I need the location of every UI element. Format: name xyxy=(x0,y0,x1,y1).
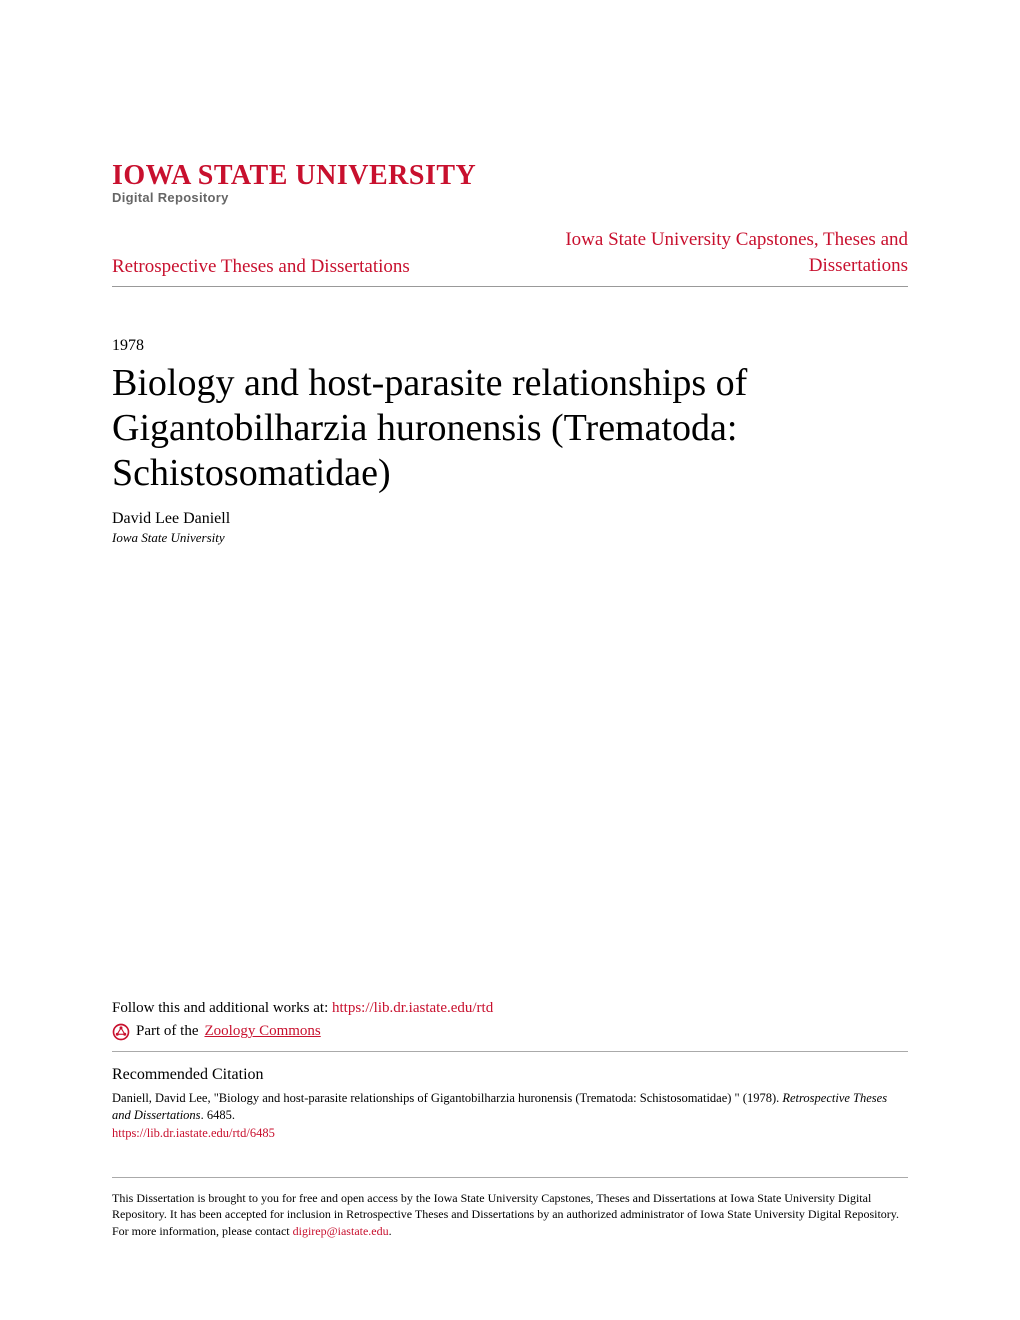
logo-sub-text: Digital Repository xyxy=(112,190,908,205)
institution-logo: IOWA STATE UNIVERSITY Digital Repository xyxy=(112,160,908,205)
partof-link[interactable]: Zoology Commons xyxy=(204,1023,320,1040)
recommended-heading: Recommended Citation xyxy=(112,1066,908,1084)
partof-prefix: Part of the xyxy=(136,1023,198,1040)
divider-top xyxy=(112,1051,908,1052)
publication-year: 1978 xyxy=(112,337,908,355)
header-row: Retrospective Theses and Dissertations I… xyxy=(112,227,908,287)
network-icon xyxy=(112,1023,130,1041)
citation-before: Daniell, David Lee, "Biology and host-pa… xyxy=(112,1091,782,1105)
follow-text: Follow this and additional works at: xyxy=(112,1000,332,1016)
document-page: IOWA STATE UNIVERSITY Digital Repository… xyxy=(0,0,1020,1320)
citation-url[interactable]: https://lib.dr.iastate.edu/rtd/6485 xyxy=(112,1126,908,1141)
document-title: Biology and host-parasite relationships … xyxy=(112,361,908,495)
author-name: David Lee Daniell xyxy=(112,510,908,528)
follow-line: Follow this and additional works at: htt… xyxy=(112,1000,908,1017)
logo-main-text: IOWA STATE UNIVERSITY xyxy=(112,160,908,192)
collection-link-left[interactable]: Retrospective Theses and Dissertations xyxy=(112,256,410,278)
spacer xyxy=(112,546,908,1000)
partof-line: Part of the Zoology Commons xyxy=(112,1023,908,1041)
collection-link-right[interactable]: Iowa State University Capstones, Theses … xyxy=(528,227,908,278)
citation-text: Daniell, David Lee, "Biology and host-pa… xyxy=(112,1090,908,1124)
footer-email-link[interactable]: digirep@iastate.edu xyxy=(293,1224,389,1238)
citation-after: . 6485. xyxy=(201,1108,235,1122)
footer-after: . xyxy=(389,1224,392,1238)
footer-text: This Dissertation is brought to you for … xyxy=(112,1190,908,1240)
divider-bottom xyxy=(112,1177,908,1178)
footer-before: This Dissertation is brought to you for … xyxy=(112,1191,899,1239)
follow-link[interactable]: https://lib.dr.iastate.edu/rtd xyxy=(332,1000,493,1016)
author-affiliation: Iowa State University xyxy=(112,530,908,546)
